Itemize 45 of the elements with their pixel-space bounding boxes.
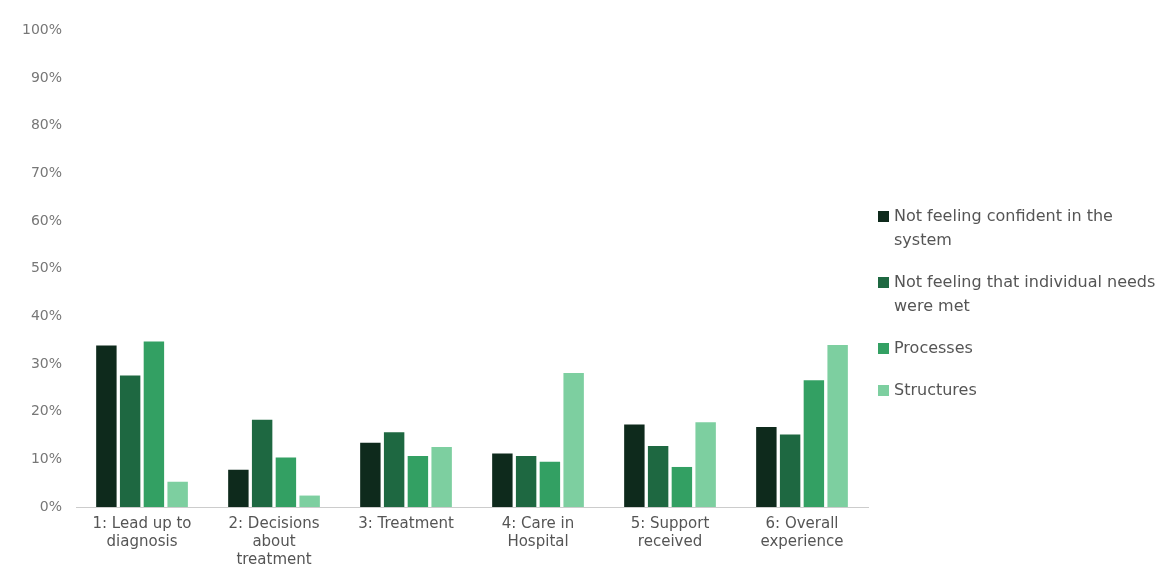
y-tick-label: 0%: [39, 497, 63, 514]
x-tick-label: 1: Lead up to diagnosis: [92, 513, 192, 550]
bar: [695, 422, 716, 507]
bar: [515, 456, 537, 507]
x-tick-label: 4: Care in Hospital: [501, 513, 575, 550]
x-tick-label: 2: Decisions about treatment: [228, 513, 320, 568]
legend-label: Not feeling confident in the system: [894, 204, 1114, 251]
bar: [143, 341, 165, 507]
y-tick-label: 90%: [30, 68, 63, 85]
bar: [671, 466, 693, 507]
bar: [624, 424, 645, 507]
y-tick-label: 60%: [30, 211, 63, 228]
bar: [299, 495, 320, 507]
y-tick-label: 80%: [30, 116, 63, 133]
y-tick-label: 50%: [30, 259, 63, 276]
bar: [827, 344, 848, 507]
bar: [407, 456, 429, 507]
bar: [167, 481, 188, 507]
bar: [647, 446, 669, 507]
bar: [431, 446, 452, 507]
bar: [96, 345, 117, 507]
legend-label: Not feeling that individual needs were met: [894, 270, 1157, 317]
y-tick-label: 10%: [30, 449, 63, 466]
bar: [539, 461, 561, 507]
bar: [275, 457, 297, 507]
y-tick-label: 70%: [30, 164, 63, 181]
legend-label: Structures: [894, 378, 977, 401]
y-tick-label: 40%: [30, 307, 63, 323]
y-tick-label: 100%: [21, 21, 63, 38]
bar: [119, 375, 141, 507]
bar: [492, 453, 513, 507]
bar: [228, 469, 249, 507]
y-tick-label: 20%: [30, 402, 63, 419]
bar: [251, 419, 273, 507]
x-tick-label: 6: Overall experience: [760, 513, 844, 550]
bar: [360, 442, 381, 507]
bar: [563, 373, 584, 507]
x-tick-label: 3: Treatment: [358, 513, 454, 532]
bar: [383, 432, 405, 507]
bar: [779, 434, 801, 507]
y-tick-label: 30%: [30, 354, 63, 371]
x-tick-label: 5: Support received: [630, 513, 710, 550]
bar: [803, 380, 825, 507]
legend-label: Processes: [894, 336, 973, 359]
bar: [756, 426, 777, 507]
